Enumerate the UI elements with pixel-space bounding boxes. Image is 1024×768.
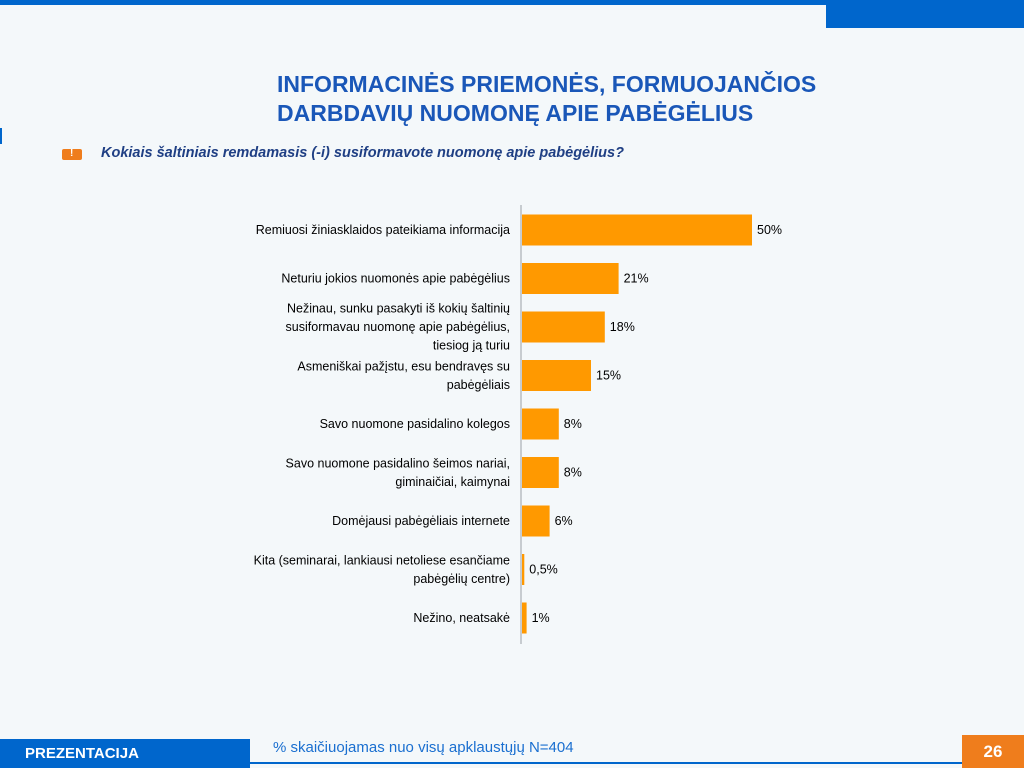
top-accent-bar bbox=[0, 0, 1024, 5]
chart-data-label: 0,5% bbox=[529, 563, 558, 577]
chart-data-label: 8% bbox=[564, 466, 582, 480]
chart-category-label: Kita (seminarai, lankiausi netoliese esa… bbox=[254, 553, 510, 586]
chart-bar bbox=[522, 214, 752, 246]
chart-category-label: Nežino, neatsakė bbox=[413, 611, 510, 625]
footer-label-box bbox=[0, 739, 250, 768]
chart-category-label: Neturiu jokios nuomonės apie pabėgėlius bbox=[281, 272, 510, 286]
chart-data-label: 15% bbox=[596, 369, 621, 383]
chart-data-label: 6% bbox=[555, 514, 573, 528]
chart-category-label: Nežinau, sunku pasakyti iš kokių šaltini… bbox=[286, 302, 511, 353]
chart-bar bbox=[522, 263, 619, 294]
chart-category-label: Savo nuomone pasidalino šeimos nariai, gi… bbox=[286, 456, 510, 489]
slide-title-line-1: INFORMACINĖS PRIEMONĖS, FORMUOJANČIOS bbox=[277, 71, 817, 97]
chart-data-label: 1% bbox=[532, 611, 550, 625]
chart-data-label: 18% bbox=[610, 320, 635, 334]
chart-data-label: 50% bbox=[757, 223, 782, 237]
chart-bar bbox=[522, 457, 559, 488]
survey-question: Kokiais šaltiniais remdamasis (-i) susif… bbox=[101, 145, 624, 161]
chart-category-label: Remiuosi žiniasklaidos pateikiama inform… bbox=[256, 223, 510, 237]
chart-bar bbox=[522, 505, 550, 537]
footer-note: % skaičiuojamas nuo visų apklaustųjų N=4… bbox=[273, 739, 574, 756]
chart-category-label: Domėjausi pabėgėliais internete bbox=[332, 514, 510, 528]
top-accent-tab bbox=[826, 0, 1024, 28]
slide-title-line-2: DARBDAVIŲ NUOMONĘ APIE PABĖGĖLIUS bbox=[277, 100, 754, 126]
chart-bar bbox=[522, 408, 559, 440]
chart-bar bbox=[522, 360, 591, 391]
chart-category-label: Savo nuomone pasidalino kolegos bbox=[320, 417, 510, 431]
page-number-box: 26 bbox=[962, 735, 1024, 768]
chart-bar bbox=[522, 554, 525, 585]
footer-divider bbox=[250, 762, 962, 764]
chart-data-label: 21% bbox=[624, 272, 649, 286]
chart-bar bbox=[522, 311, 605, 343]
page-number: 26 bbox=[983, 742, 1003, 761]
exclamation-icon: ! bbox=[62, 148, 82, 160]
footer-label: PREZENTACIJA bbox=[25, 745, 139, 762]
left-accent-tick bbox=[0, 128, 2, 144]
chart-data-label: 8% bbox=[564, 417, 582, 431]
chart-category-label: Asmeniškai pažįstu, esu bendravęs su pabė… bbox=[297, 359, 510, 392]
slide-title: INFORMACINĖS PRIEMONĖS, FORMUOJANČIOS DA… bbox=[277, 70, 897, 128]
chart-bar bbox=[522, 602, 527, 634]
